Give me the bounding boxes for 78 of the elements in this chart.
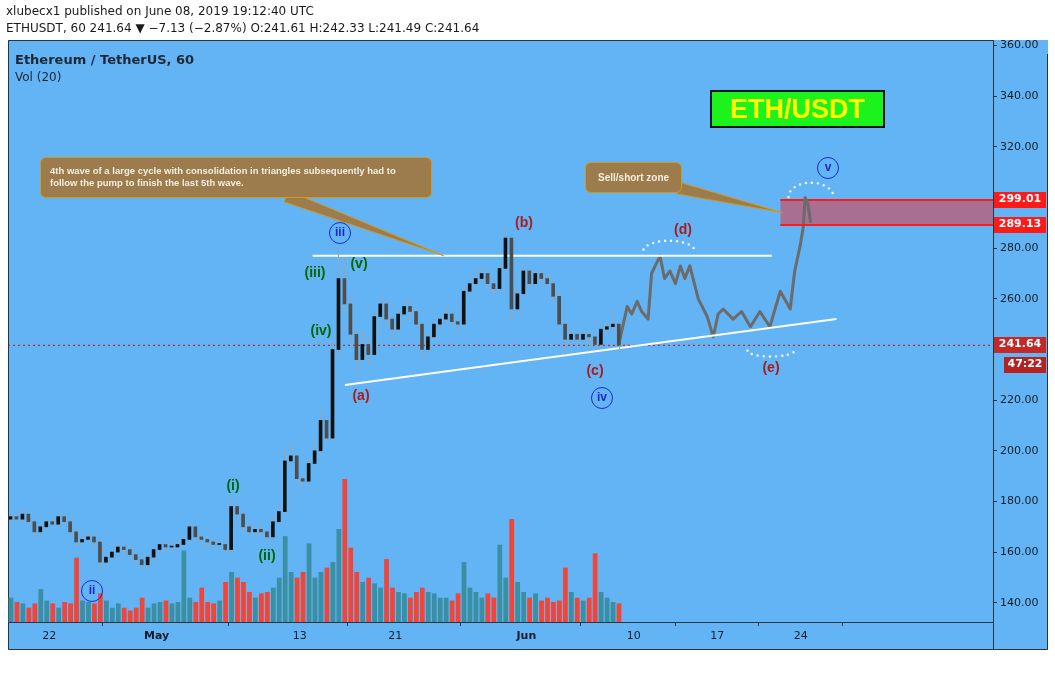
x-tick-label: 13 — [292, 629, 307, 643]
annotation: ETH/USDT — [710, 90, 885, 128]
annotation: (b) — [515, 214, 533, 230]
y-tick-label: 180.00 — [1000, 494, 1039, 508]
candlestick — [551, 280, 556, 302]
candlestick — [599, 323, 603, 348]
bar — [568, 591, 574, 622]
candlestick — [277, 503, 281, 525]
candlestick — [527, 267, 532, 290]
x-tick-label: 22 — [42, 629, 57, 643]
annotation: Ethereum / TetherUS, 60 — [15, 52, 195, 67]
y-tick-label: 320.00 — [1000, 139, 1039, 153]
candlestick — [288, 445, 293, 467]
y-tick-label: 200.00 — [1000, 443, 1039, 457]
candlestick — [414, 308, 418, 330]
bar — [508, 519, 514, 622]
ref-line-label: 241.64 — [994, 337, 1046, 354]
candlestick — [98, 538, 102, 573]
annotation: (ii) — [258, 547, 276, 563]
x-tick-label: May — [143, 629, 170, 643]
annotation: (d) — [674, 221, 692, 237]
annotation: ii — [81, 580, 103, 602]
data-label: 289.13 — [994, 217, 1046, 234]
annotation: iv — [591, 387, 613, 409]
x-tick-label: 21 — [388, 629, 403, 643]
annotation: (v) — [350, 255, 368, 271]
candlestick — [396, 308, 400, 333]
annotation: (e) — [762, 359, 780, 375]
candlestick — [241, 511, 245, 533]
annotation: (a) — [352, 387, 370, 403]
candlestick — [217, 538, 222, 551]
x-tick-label: Jun — [515, 629, 537, 643]
bar — [49, 603, 55, 622]
annotation: (i) — [226, 477, 240, 493]
data-label: 299.01 — [994, 192, 1046, 209]
y-tick-label: 220.00 — [1000, 393, 1039, 406]
y-tick-label: 280.00 — [1000, 241, 1039, 255]
annotation: (c) — [586, 362, 604, 378]
bar — [359, 581, 365, 622]
bar — [526, 597, 532, 622]
candlestick — [432, 318, 436, 340]
candlestick — [616, 321, 621, 350]
y-tick-label: 340.00 — [1000, 89, 1039, 103]
y-tick-label: 360.00 — [1000, 38, 1039, 52]
candlestick — [378, 293, 383, 323]
bar — [574, 597, 580, 622]
bar — [228, 571, 234, 622]
candlestick — [384, 300, 389, 328]
bar — [294, 577, 299, 622]
bar — [365, 577, 371, 622]
bar — [252, 597, 258, 622]
candlestick — [610, 308, 615, 333]
annotation: (iv) — [310, 322, 332, 338]
bar — [216, 600, 222, 622]
y-tick-label: 160.00 — [1000, 544, 1039, 558]
y-tick-label: 140.00 — [1000, 595, 1039, 609]
text: 47:22 — [1004, 357, 1046, 374]
x-tick-label: 24 — [793, 629, 808, 643]
chart-title: Vol (20) — [14, 70, 62, 84]
candlestick — [366, 338, 371, 366]
candlestick — [271, 516, 275, 540]
x-tick-label: 10 — [626, 629, 641, 643]
annotation: iii — [329, 222, 351, 244]
chart-title: xlubecx1 published on June 08, 2019 19:12:40 UTC — [6, 4, 314, 18]
annotation: (iii) — [304, 264, 326, 280]
x-tick-label: 17 — [710, 629, 725, 643]
bar — [580, 600, 586, 622]
annotation: v — [817, 157, 839, 179]
candlestick — [563, 321, 567, 356]
candlestick — [426, 331, 430, 353]
candlestick — [390, 316, 394, 340]
y-tick-label: 260.00 — [1000, 291, 1039, 305]
bar — [222, 581, 228, 622]
candlestick — [467, 275, 472, 297]
bar — [55, 607, 61, 622]
chart-subtitle: ETHUSDT, 60 241.64 ▼ −7.13 (−2.87%) O:241.61 H:242.33 L:241.49 C:241.64 — [6, 21, 480, 35]
bar — [532, 593, 538, 622]
candlestick — [294, 452, 299, 487]
